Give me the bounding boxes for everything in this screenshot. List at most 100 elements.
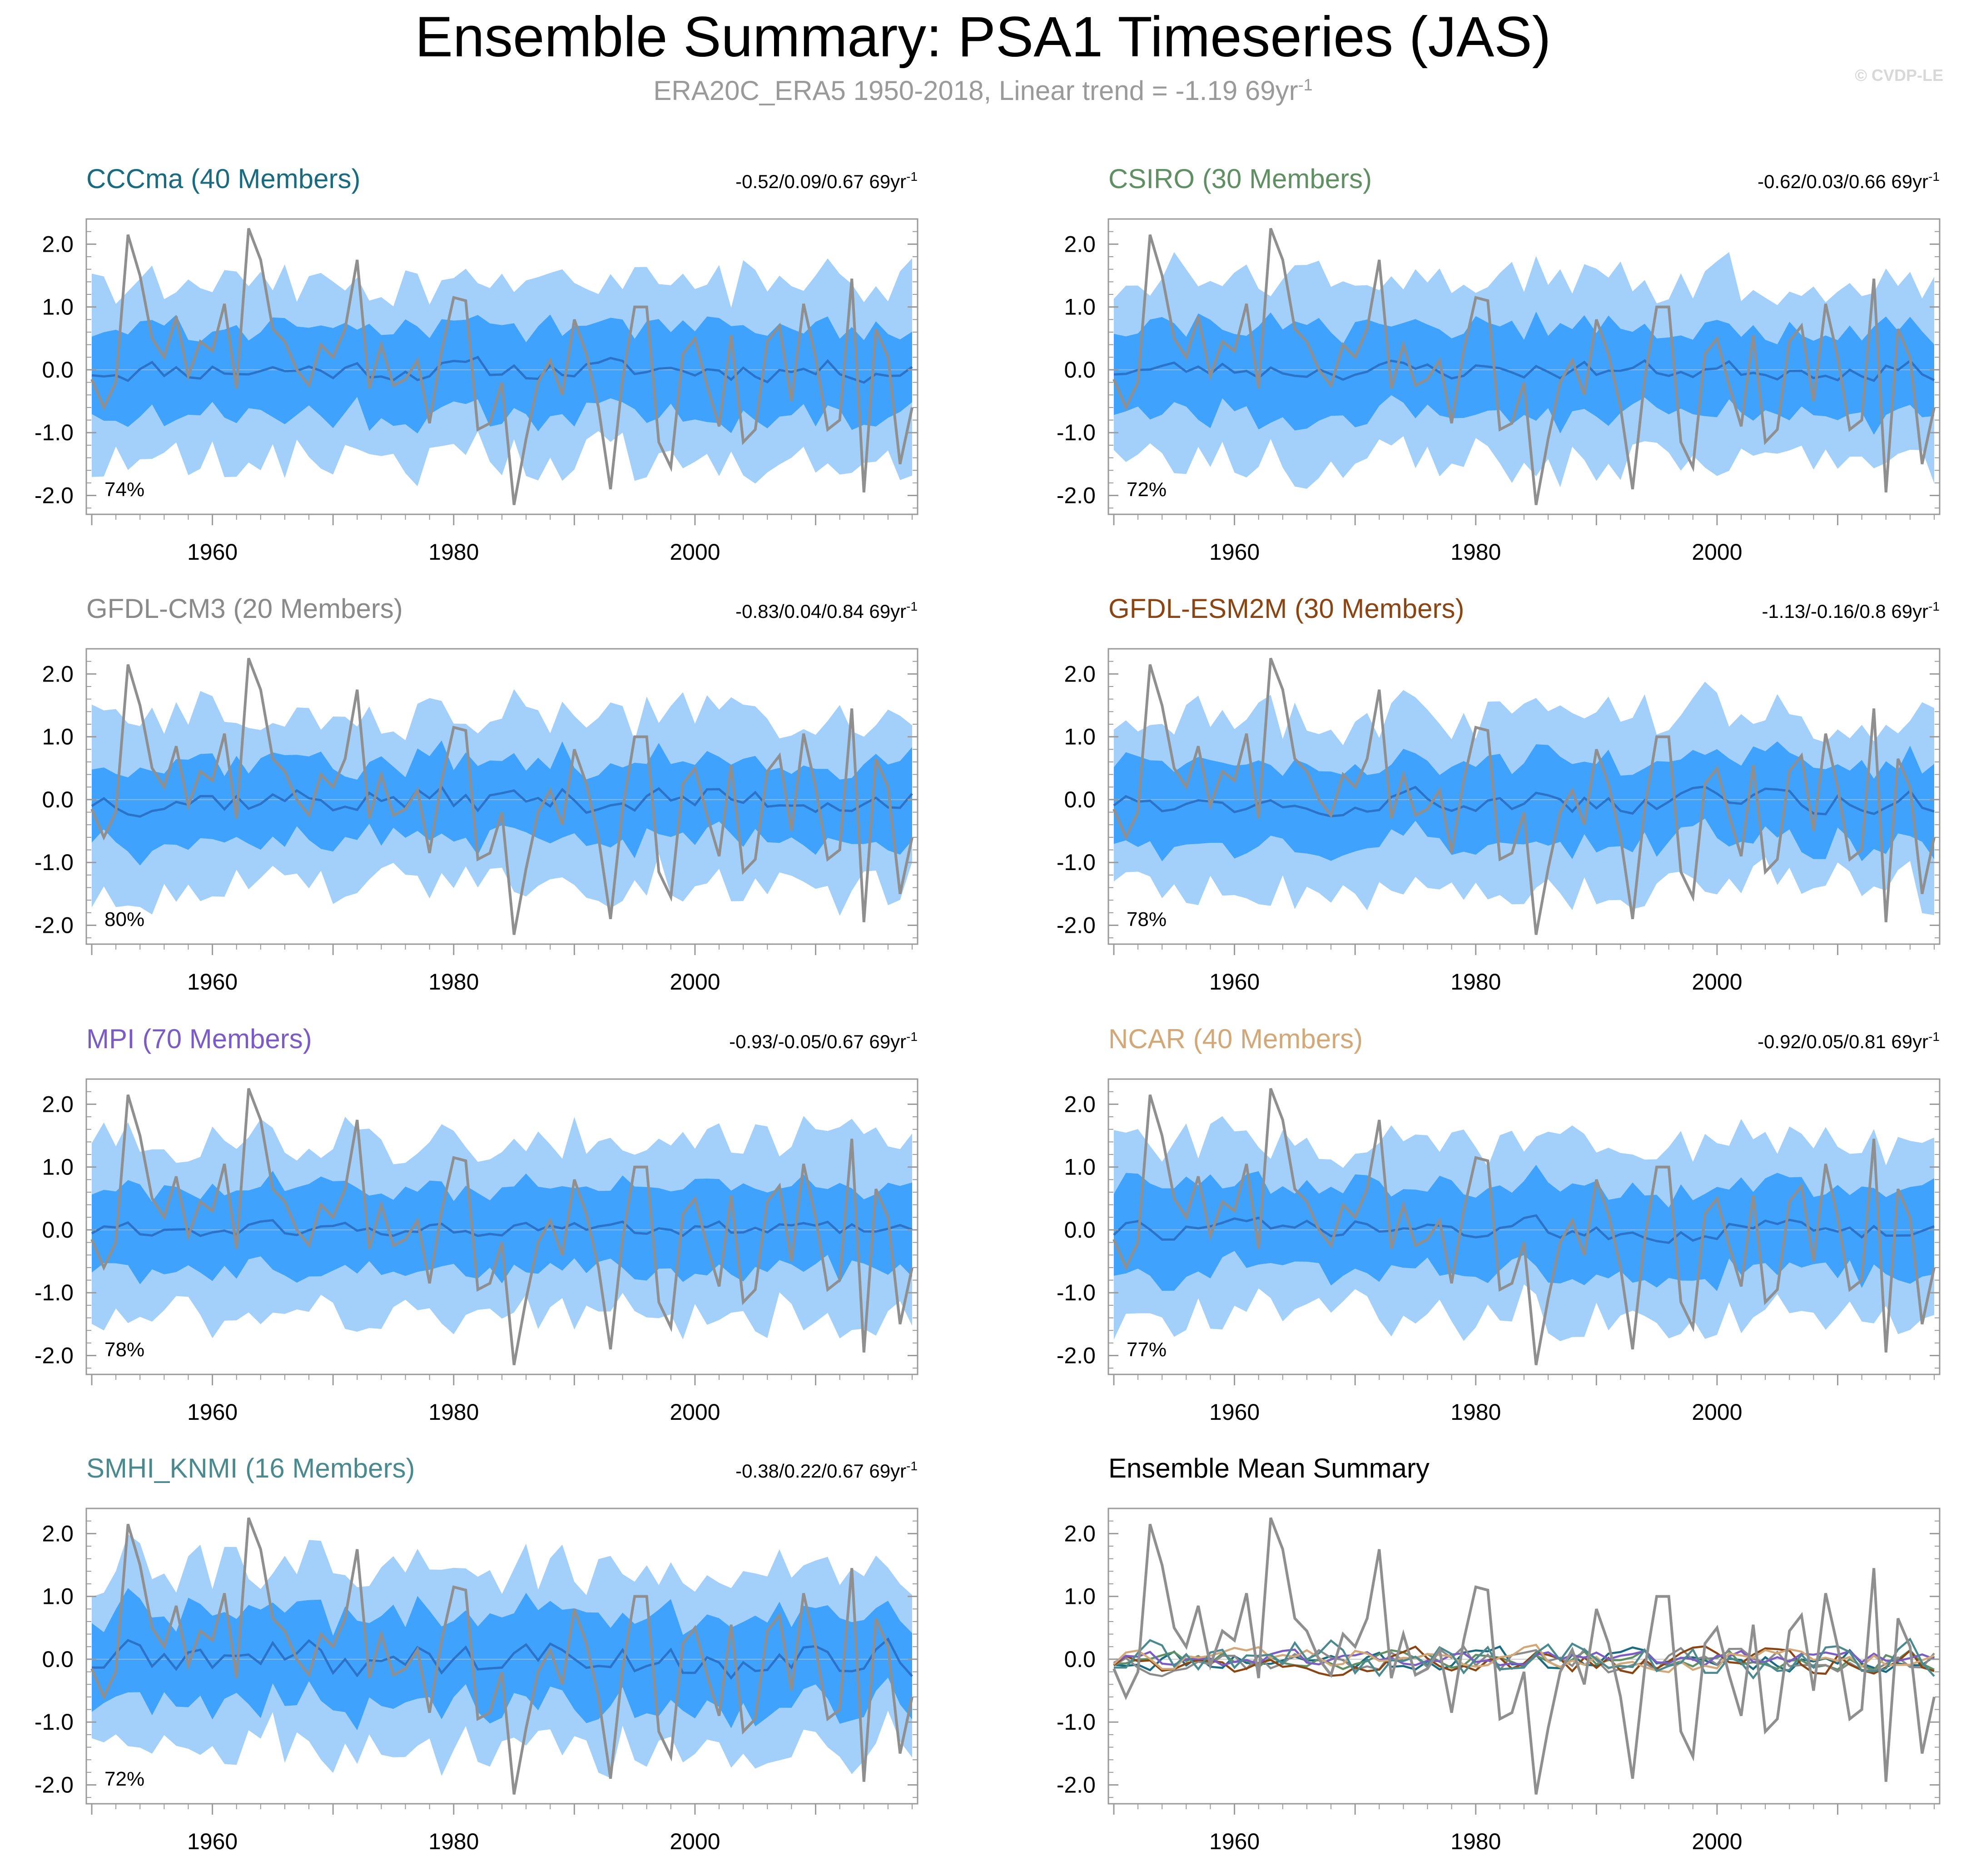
y-tick-label: 2.0 — [1064, 231, 1096, 257]
x-tick-label: 1980 — [428, 1399, 479, 1425]
observations-line — [90, 657, 913, 935]
y-tick-label: 2.0 — [1064, 661, 1096, 687]
x-tick-label: 1980 — [1450, 1399, 1501, 1425]
x-tick-label: 1960 — [187, 969, 238, 995]
panel-title: CCCma (40 Members) — [86, 164, 360, 194]
y-tick-label: -1.0 — [1057, 1280, 1096, 1305]
y-tick-label: -1.0 — [35, 1709, 74, 1735]
y-tick-label: -2.0 — [1057, 913, 1096, 938]
y-tick-label: 2.0 — [42, 231, 74, 257]
model-mean-line-3 — [1113, 1645, 1935, 1677]
panel-trend-range: -0.38/0.22/0.67 69yr-1 — [735, 1459, 918, 1482]
plot-area — [86, 1088, 918, 1365]
inner-spread-band — [1114, 1164, 1934, 1291]
x-tick-label: 1980 — [428, 969, 479, 995]
plot-area — [86, 228, 918, 505]
panel-trend-range: -1.13/-0.16/0.8 69yr-1 — [1762, 599, 1940, 622]
panel-title: CSIRO (30 Members) — [1108, 164, 1372, 194]
y-tick-label: 1.0 — [42, 1154, 74, 1180]
y-tick-label: 2.0 — [1064, 1091, 1096, 1117]
inner-spread-band — [1114, 311, 1934, 435]
ensemble-mean-line — [1113, 359, 1935, 382]
y-tick-label: -2.0 — [35, 1772, 74, 1798]
x-tick-label: 2000 — [1692, 539, 1742, 565]
y-tick-label: 1.0 — [42, 1584, 74, 1609]
x-tick-label: 2000 — [670, 1829, 720, 1854]
y-tick-label: 0.0 — [42, 357, 74, 383]
x-tick-label: 2000 — [670, 539, 720, 565]
chart-panel-2: CSIRO (30 Members) -0.62/0.03/0.66 69yr-1… — [1057, 164, 1941, 565]
trend-range-value: -0.93/-0.05/0.67 69yr — [729, 1031, 906, 1052]
trend-range-exponent: -1 — [906, 1459, 918, 1473]
panel-trend-range: -0.52/0.09/0.67 69yr-1 — [735, 169, 918, 192]
trend-range-value: -0.52/0.09/0.67 69yr — [735, 171, 906, 192]
x-tick-label: 1960 — [187, 539, 238, 565]
figure-subtitle: ERA20C_ERA5 1950-2018, Linear trend = -1… — [0, 75, 1966, 106]
x-tick-label: 2000 — [670, 1399, 720, 1425]
y-tick-label: 0.0 — [1064, 1647, 1096, 1672]
chart-panel-8: Ensemble Mean Summary 2.0 1.0 0.0 -1.0 -2.0 19… — [1057, 1453, 1941, 1854]
trend-range-value: -1.13/-0.16/0.8 69yr — [1762, 601, 1929, 622]
plot-area — [1108, 1088, 1940, 1365]
x-tick-label: 1960 — [1209, 539, 1260, 565]
x-tick-label: 1960 — [1209, 1399, 1260, 1425]
percent-label: 72% — [104, 1768, 144, 1790]
ensemble-mean-line — [1113, 1214, 1935, 1244]
y-tick-label: 1.0 — [1064, 1584, 1096, 1609]
y-tick-label: 1.0 — [1064, 1154, 1096, 1180]
x-tick-label: 1960 — [187, 1399, 238, 1425]
trend-range-value: -0.62/0.03/0.66 69yr — [1757, 171, 1928, 192]
y-tick-label: -1.0 — [1057, 420, 1096, 445]
percent-label: 77% — [1127, 1339, 1167, 1361]
panel-title: MPI (70 Members) — [86, 1024, 312, 1054]
y-tick-label: -2.0 — [1057, 483, 1096, 508]
y-tick-label: 0.0 — [42, 1217, 74, 1243]
chart-panel-3: GFDL-CM3 (20 Members) -0.83/0.04/0.84 69y… — [35, 593, 918, 995]
trend-range-value: -0.92/0.05/0.81 69yr — [1757, 1031, 1928, 1052]
inner-spread-band — [1114, 741, 1934, 861]
panel-trend-range: -0.93/-0.05/0.67 69yr-1 — [729, 1030, 918, 1052]
observations-line — [1112, 657, 1936, 935]
subtitle-text: ERA20C_ERA5 1950-2018, Linear trend = -1… — [653, 75, 1298, 106]
observations-line — [1112, 228, 1936, 505]
x-tick-label: 1980 — [428, 1829, 479, 1854]
x-tick-label: 1980 — [1450, 1829, 1501, 1854]
trend-range-value: -0.38/0.22/0.67 69yr — [735, 1460, 906, 1482]
percent-label: 78% — [1127, 908, 1167, 931]
y-tick-label: 0.0 — [42, 1647, 74, 1672]
panel-title: GFDL-CM3 (20 Members) — [86, 593, 403, 624]
y-tick-label: -1.0 — [1057, 1709, 1096, 1735]
x-tick-label: 1980 — [1450, 539, 1501, 565]
y-tick-label: 1.0 — [1064, 724, 1096, 750]
x-tick-label: 1980 — [1450, 969, 1501, 995]
chart-panel-1: CCCma (40 Members) -0.52/0.09/0.67 69yr-1… — [35, 164, 918, 565]
trend-range-exponent: -1 — [906, 1030, 918, 1044]
copyright-label: © CVDP-LE — [1855, 66, 1943, 85]
y-tick-label: 1.0 — [42, 724, 74, 750]
x-tick-label: 2000 — [1692, 969, 1742, 995]
panel-trend-range: -0.92/0.05/0.81 69yr-1 — [1757, 1030, 1940, 1052]
y-tick-label: -2.0 — [1057, 1772, 1096, 1798]
chart-panel-6: NCAR (40 Members) -0.92/0.05/0.81 69yr-1 2… — [1057, 1024, 1941, 1425]
y-tick-label: 0.0 — [1064, 357, 1096, 383]
model-mean-line-6 — [1113, 1643, 1935, 1673]
ensemble-mean-line — [92, 1637, 913, 1680]
panel-title: Ensemble Mean Summary — [1108, 1453, 1430, 1483]
observations-line — [1112, 1517, 1936, 1795]
percent-label: 80% — [104, 908, 144, 931]
plot-area — [1108, 228, 1940, 505]
y-tick-label: 0.0 — [42, 787, 74, 812]
y-tick-label: -2.0 — [1057, 1343, 1096, 1368]
chart-panel-4: GFDL-ESM2M (30 Members) -1.13/-0.16/0.8 6… — [1057, 593, 1941, 995]
plot-area — [86, 657, 918, 935]
panel-title: GFDL-ESM2M (30 Members) — [1108, 593, 1464, 624]
trend-range-exponent: -1 — [1928, 169, 1940, 184]
ensemble-mean-line — [91, 785, 913, 818]
x-tick-label: 1980 — [428, 539, 479, 565]
x-tick-label: 1960 — [187, 1829, 238, 1854]
chart-panel-7: SMHI_KNMI (16 Members) -0.38/0.22/0.67 69… — [35, 1453, 918, 1854]
plot-area — [1108, 1517, 1940, 1795]
model-mean-line-7 — [1114, 1637, 1935, 1680]
y-tick-label: -1.0 — [35, 850, 74, 875]
inner-spread-band — [92, 740, 912, 866]
